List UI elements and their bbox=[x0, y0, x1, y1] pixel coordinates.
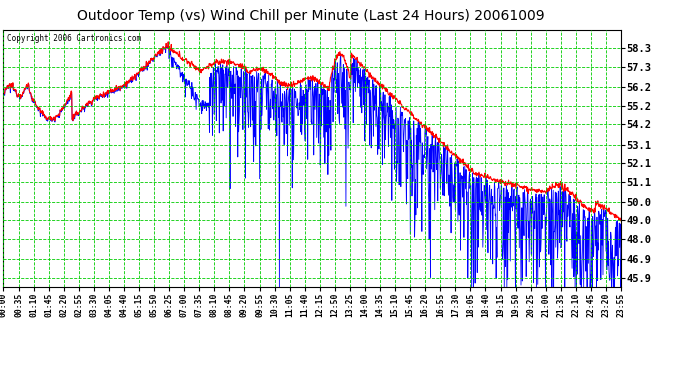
Text: Outdoor Temp (vs) Wind Chill per Minute (Last 24 Hours) 20061009: Outdoor Temp (vs) Wind Chill per Minute … bbox=[77, 9, 544, 23]
Text: Copyright 2006 Cartronics.com: Copyright 2006 Cartronics.com bbox=[6, 34, 141, 43]
